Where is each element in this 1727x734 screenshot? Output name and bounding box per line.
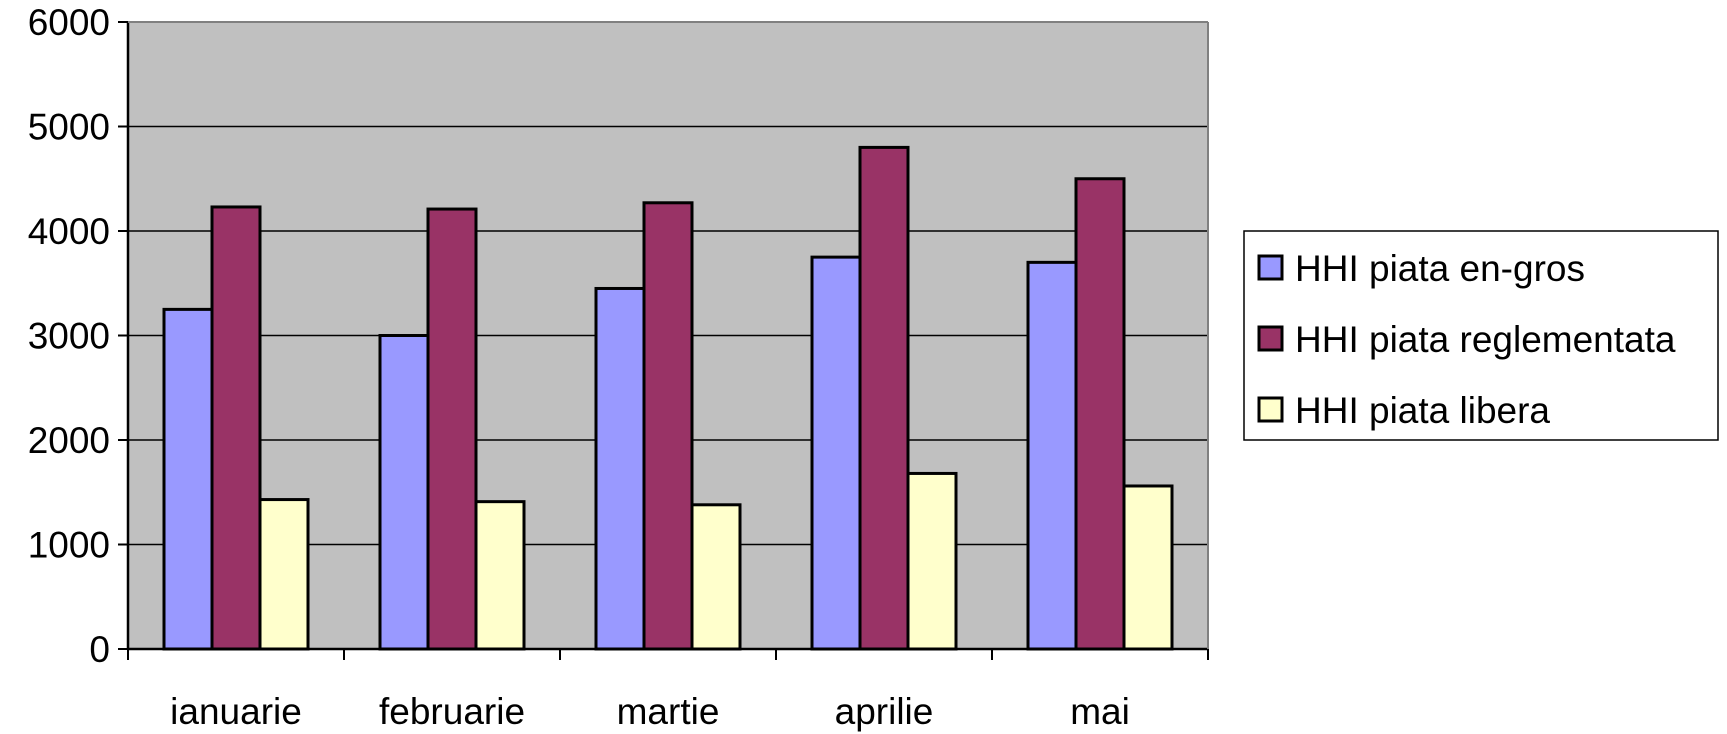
x-tick-label: martie xyxy=(617,691,720,732)
legend-label: HHI piata en-gros xyxy=(1295,248,1585,289)
legend-box xyxy=(1243,230,1719,441)
x-tick-label: aprilie xyxy=(835,691,934,732)
y-tick-label: 0 xyxy=(89,629,110,670)
y-tick-label: 6000 xyxy=(28,2,110,43)
x-tick-label: februarie xyxy=(379,691,525,732)
bar xyxy=(1122,484,1174,651)
x-tick-label: ianuarie xyxy=(170,691,302,732)
bar xyxy=(474,500,526,651)
legend-label: HHI piata reglementata xyxy=(1295,319,1676,360)
bar xyxy=(858,145,910,651)
y-axis-ticks: 0 1000 2000 3000 4000 5000 6000 xyxy=(28,2,128,670)
bar xyxy=(258,498,310,651)
legend-swatch xyxy=(1257,396,1284,423)
y-tick-label: 5000 xyxy=(28,107,110,148)
bar xyxy=(906,471,958,651)
bars xyxy=(162,145,1174,651)
bar xyxy=(690,503,742,651)
legend-swatch xyxy=(1257,325,1284,352)
bar xyxy=(1026,260,1078,651)
legend: HHI piata en-gros HHI piata reglementata H… xyxy=(1243,230,1719,441)
legend-label: HHI piata libera xyxy=(1295,390,1550,431)
bar xyxy=(810,255,862,651)
x-axis-ticks: ianuarie februarie martie aprilie mai xyxy=(127,649,1209,732)
y-tick-label: 4000 xyxy=(28,211,110,252)
y-tick-label: 1000 xyxy=(28,525,110,566)
bar xyxy=(162,307,214,651)
bar xyxy=(210,205,262,651)
x-tick-label: mai xyxy=(1070,691,1130,732)
bar xyxy=(426,207,478,651)
bar xyxy=(642,201,694,651)
y-tick-label: 2000 xyxy=(28,420,110,461)
y-tick-label: 3000 xyxy=(28,316,110,357)
legend-swatch xyxy=(1257,254,1284,281)
bar xyxy=(1074,177,1126,651)
bar xyxy=(378,334,430,651)
bar xyxy=(594,286,646,651)
